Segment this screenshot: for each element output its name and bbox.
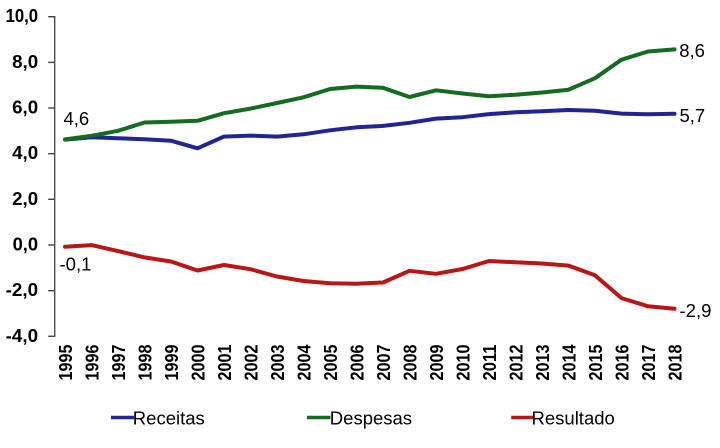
- svg-text:2,0: 2,0: [12, 188, 38, 209]
- svg-text:2002: 2002: [241, 345, 262, 381]
- svg-text:2012: 2012: [506, 345, 527, 381]
- svg-text:1998: 1998: [135, 345, 156, 381]
- svg-text:8,6: 8,6: [679, 40, 705, 61]
- svg-text:2004: 2004: [294, 344, 315, 381]
- svg-text:4,0: 4,0: [12, 142, 38, 163]
- svg-text:2008: 2008: [400, 345, 421, 381]
- svg-text:5,7: 5,7: [680, 105, 706, 126]
- svg-text:0,0: 0,0: [13, 234, 39, 255]
- svg-text:2017: 2017: [638, 345, 659, 381]
- svg-text:2013: 2013: [532, 345, 553, 381]
- svg-text:2009: 2009: [426, 345, 447, 381]
- svg-text:6,0: 6,0: [12, 97, 38, 118]
- svg-text:1996: 1996: [82, 345, 103, 381]
- svg-text:-2,0: -2,0: [6, 279, 39, 300]
- svg-text:4,6: 4,6: [64, 108, 90, 129]
- svg-text:Despesas: Despesas: [330, 407, 412, 428]
- svg-text:2011: 2011: [479, 345, 500, 381]
- svg-text:2014: 2014: [559, 344, 580, 381]
- svg-text:2010: 2010: [453, 345, 474, 381]
- svg-text:2003: 2003: [267, 345, 288, 381]
- svg-text:2006: 2006: [347, 345, 368, 381]
- svg-text:8,0: 8,0: [12, 51, 38, 72]
- svg-text:Resultado: Resultado: [532, 407, 615, 428]
- svg-text:2001: 2001: [214, 345, 235, 381]
- svg-text:-0,1: -0,1: [60, 253, 92, 274]
- svg-text:2000: 2000: [188, 345, 209, 381]
- svg-text:2018: 2018: [665, 345, 686, 381]
- svg-text:2007: 2007: [373, 345, 394, 381]
- svg-text:2015: 2015: [585, 345, 606, 381]
- svg-text:-4,0: -4,0: [6, 325, 39, 346]
- svg-text:10,0: 10,0: [6, 5, 39, 26]
- svg-text:2016: 2016: [612, 345, 633, 381]
- svg-text:1997: 1997: [108, 345, 129, 381]
- svg-text:1999: 1999: [161, 345, 182, 381]
- svg-text:1995: 1995: [55, 345, 76, 381]
- svg-text:-2,9: -2,9: [680, 300, 712, 321]
- svg-text:2005: 2005: [320, 345, 341, 381]
- svg-text:Receitas: Receitas: [133, 407, 205, 428]
